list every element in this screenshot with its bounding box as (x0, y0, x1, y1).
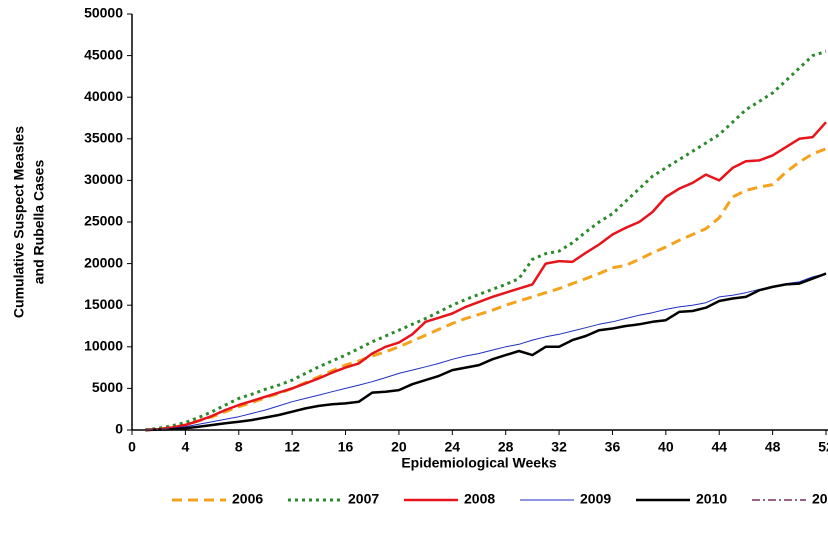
y-tick-label: 5000 (92, 379, 123, 395)
x-tick-label: 28 (498, 439, 514, 455)
y-tick-label: 25000 (84, 213, 123, 229)
x-tick-label: 16 (338, 439, 354, 455)
y-tick-label: 45000 (84, 46, 123, 62)
legend-label: 2011 (812, 491, 828, 507)
y-tick-label: 30000 (84, 171, 123, 187)
x-axis-label: Epidemiological Weeks (401, 455, 557, 471)
x-tick-label: 32 (551, 439, 567, 455)
series-line (145, 147, 827, 432)
x-tick-label: 52 (818, 439, 828, 455)
y-tick-label: 0 (115, 421, 123, 437)
x-tick-label: 8 (235, 439, 243, 455)
y-tick-label: 20000 (84, 254, 123, 270)
x-tick-label: 12 (284, 439, 300, 455)
x-tick-label: 36 (605, 439, 621, 455)
y-axis-label: and Rubella Cases (31, 160, 47, 285)
series-line (145, 427, 173, 431)
y-tick-label: 40000 (84, 88, 123, 104)
series-line (145, 49, 827, 432)
legend-label: 2009 (580, 491, 611, 507)
legend-label: 2006 (232, 491, 263, 507)
y-axis-label: Cumulative Suspect Measles (11, 126, 27, 318)
legend-label: 2010 (696, 491, 727, 507)
x-tick-label: 20 (391, 439, 407, 455)
legend-label: 2008 (464, 491, 495, 507)
x-tick-label: 48 (765, 439, 781, 455)
y-tick-label: 35000 (84, 130, 123, 146)
series-line (145, 272, 827, 432)
legend-label: 2007 (348, 491, 379, 507)
y-tick-label: 10000 (84, 338, 123, 354)
series-line (145, 121, 827, 432)
series-line (145, 273, 827, 431)
x-tick-label: 0 (128, 439, 136, 455)
x-tick-label: 4 (181, 439, 189, 455)
x-tick-label: 40 (658, 439, 674, 455)
y-tick-label: 50000 (84, 5, 123, 21)
x-tick-label: 44 (711, 439, 727, 455)
x-tick-label: 24 (445, 439, 461, 455)
y-tick-label: 15000 (84, 296, 123, 312)
